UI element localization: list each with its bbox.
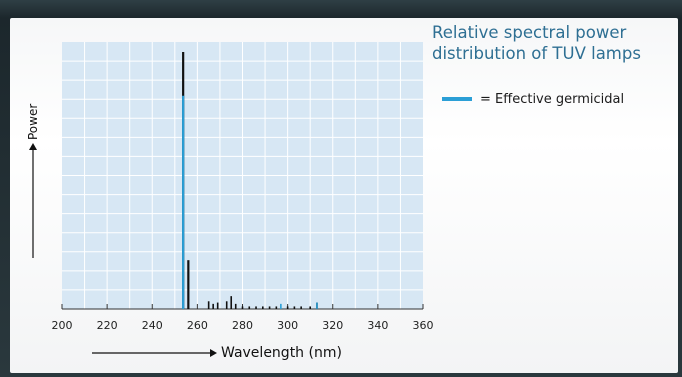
y-axis-label-group: Power	[26, 104, 40, 258]
y-axis-label: Power	[26, 104, 40, 140]
x-tick-label: 340	[367, 319, 388, 332]
x-tick-label: 200	[52, 319, 73, 332]
x-axis-label-group: Wavelength (nm)	[92, 345, 342, 361]
x-axis-arrowhead	[210, 349, 217, 357]
x-tick-label: 260	[187, 319, 208, 332]
x-tick-label: 360	[413, 319, 434, 332]
x-tick-label: 320	[322, 319, 343, 332]
legend: = Effective germicidal	[442, 89, 624, 109]
x-tick-label: 220	[97, 319, 118, 332]
spectral-lines	[182, 52, 318, 309]
x-tick-label: 280	[232, 319, 253, 332]
y-axis-arrowhead	[29, 143, 37, 150]
x-tick-label: 240	[142, 319, 163, 332]
grid	[62, 42, 423, 309]
legend-swatch-germicidal	[442, 97, 472, 101]
x-axis-label: Wavelength (nm)	[221, 345, 342, 361]
x-tick-labels: 200 220 240 260 280 300 320 340 360	[52, 319, 434, 332]
chart-title: Relative spectral power distribution of …	[432, 23, 641, 63]
legend-label-germicidal: = Effective germicidal	[480, 91, 625, 107]
x-tick-label: 300	[277, 319, 298, 332]
